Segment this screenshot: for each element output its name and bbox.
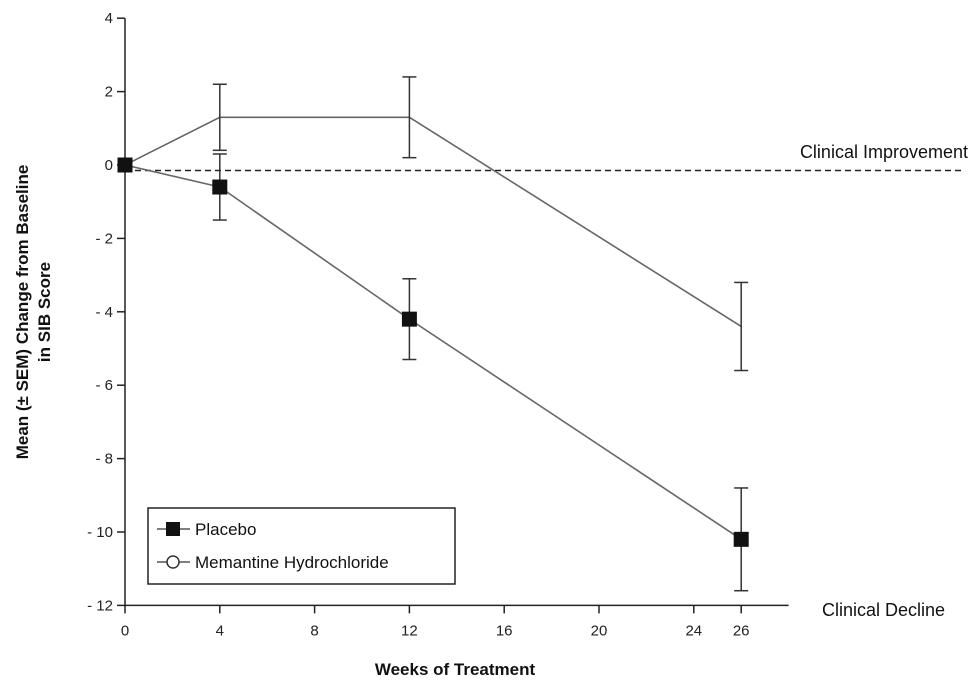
y-axis-title-line1: Mean (± SEM) Change from Baseline [13, 165, 32, 460]
data-point-square [401, 311, 417, 327]
legend-placebo-marker [166, 522, 180, 536]
series-placebo [117, 153, 749, 592]
x-tick-label: 0 [121, 622, 129, 639]
y-tick-label: 0 [105, 157, 113, 174]
x-tick-label: 8 [310, 622, 318, 639]
x-axis-title: Weeks of Treatment [375, 660, 536, 679]
clinical-improvement-label: Clinical Improvement [800, 142, 968, 162]
y-tick-label: - 10 [87, 524, 113, 541]
legend-memantine-marker [166, 555, 180, 569]
y-tick-label: 4 [105, 10, 113, 27]
data-point-square [212, 179, 228, 195]
series-line [124, 116, 742, 328]
y-tick-label: - 12 [87, 597, 113, 614]
clinical-decline-label: Clinical Decline [822, 600, 945, 620]
data-point-square [117, 157, 133, 173]
y-ticks: 4 2 0 - 2 - 4 - 6 - 8 - 10 - 12 [87, 10, 125, 614]
y-tick-label: - 6 [95, 377, 113, 394]
legend-box [147, 507, 456, 585]
legend-memantine-label: Memantine Hydrochloride [195, 553, 389, 572]
x-tick-label: 4 [216, 622, 224, 639]
x-ticks: 0 4 8 12 16 20 24 26 [121, 605, 750, 639]
legend: Placebo Memantine Hydrochloride [147, 507, 456, 585]
y-tick-label: 2 [105, 84, 113, 101]
series-layer [117, 76, 749, 592]
y-tick-label: - 2 [95, 230, 113, 247]
y-tick-label: - 8 [95, 451, 113, 468]
x-tick-label: 24 [685, 622, 702, 639]
data-point-square [733, 531, 749, 547]
x-tick-label: 16 [496, 622, 513, 639]
x-tick-label: 12 [401, 622, 418, 639]
series-line [124, 164, 742, 541]
series-memantine [118, 76, 749, 372]
x-tick-label: 26 [733, 622, 750, 639]
x-tick-label: 20 [591, 622, 608, 639]
y-tick-label: - 4 [95, 304, 113, 321]
legend-placebo-label: Placebo [195, 520, 256, 539]
y-axis-title-line2: in SIB Score [35, 262, 54, 362]
